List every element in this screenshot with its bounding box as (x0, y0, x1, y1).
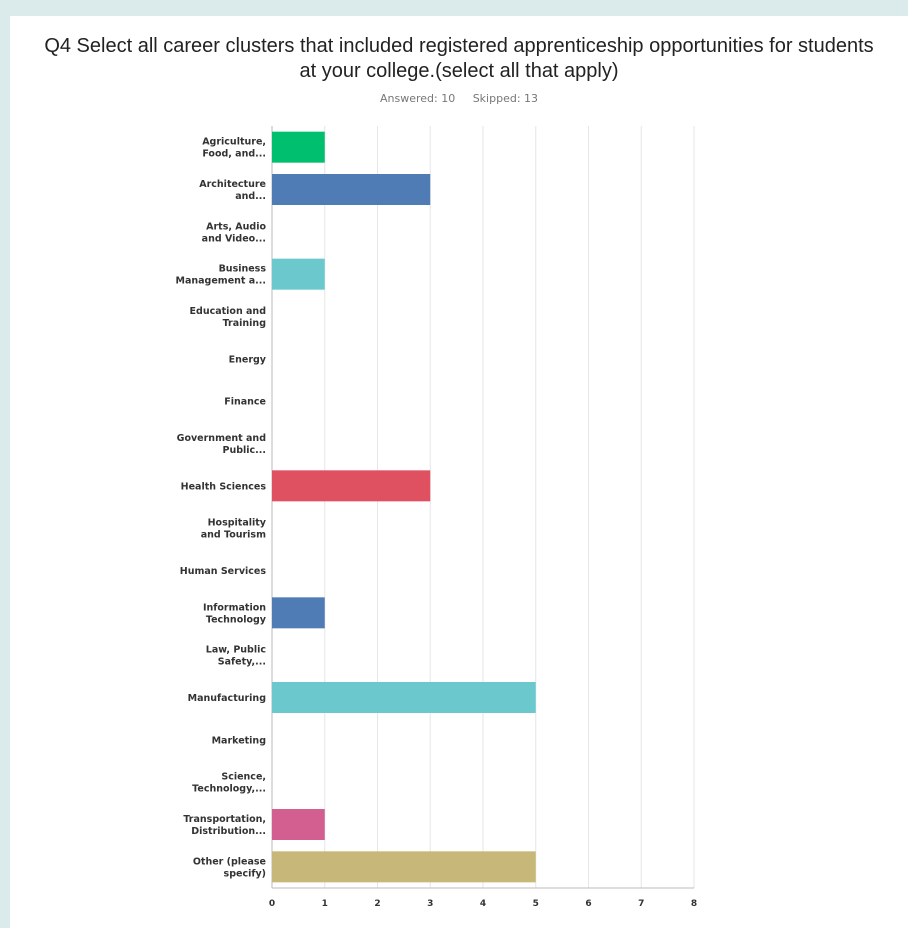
category-label-15-0: Science, (221, 772, 266, 783)
chart-card (10, 16, 908, 928)
category-label-17-0: Other (please (193, 856, 266, 867)
category-label-2-0: Arts, Audio (206, 221, 266, 232)
category-label-10-0: Human Services (180, 566, 267, 577)
category-label-16-1: Distribution... (191, 826, 266, 837)
category-label-3-0: Business (219, 264, 267, 275)
category-label-13-0: Manufacturing (188, 693, 266, 704)
x-tick-4: 4 (480, 899, 486, 909)
answered-count: Answered: 10 (379, 92, 456, 105)
category-label-11-0: Information (203, 602, 266, 613)
x-tick-3: 3 (427, 899, 433, 909)
x-tick-0: 0 (269, 899, 275, 909)
category-label-17-1: specify) (224, 868, 266, 879)
category-label-3-1: Management a... (176, 276, 266, 287)
bar-0[interactable] (272, 131, 325, 163)
x-tick-6: 6 (585, 899, 591, 909)
category-label-1-0: Architecture (199, 179, 266, 190)
category-label-9-0: Hospitality (208, 518, 267, 529)
title-line-1: Q4 Select all career clusters that inclu… (44, 35, 874, 57)
x-tick-1: 1 (322, 899, 328, 909)
x-tick-2: 2 (374, 899, 380, 909)
skipped-count: Skipped: 13 (472, 92, 539, 105)
x-tick-8: 8 (691, 899, 697, 909)
category-label-6-0: Finance (224, 397, 266, 408)
category-label-16-0: Transportation, (183, 814, 266, 825)
category-label-2-1: and Video... (202, 233, 266, 244)
x-tick-5: 5 (533, 899, 539, 909)
category-label-8-0: Health Sciences (181, 481, 267, 492)
category-label-4-0: Education and (190, 306, 266, 317)
bar-3[interactable] (272, 258, 325, 290)
question-title: Q4 Select all career clusters that inclu… (10, 16, 908, 84)
category-label-0-0: Agriculture, (202, 137, 266, 148)
bar-8[interactable] (272, 470, 431, 502)
category-label-7-1: Public... (223, 445, 267, 456)
bar-1[interactable] (272, 174, 431, 205)
bar-17[interactable] (272, 851, 536, 883)
category-label-7-0: Government and (177, 433, 266, 444)
category-label-4-1: Training (223, 318, 266, 329)
bar-13[interactable] (272, 682, 536, 713)
category-label-15-1: Technology,... (192, 784, 266, 795)
category-label-0-1: Food, and... (202, 149, 266, 160)
x-tick-7: 7 (638, 899, 644, 909)
bar-11[interactable] (272, 597, 325, 629)
bar-16[interactable] (272, 809, 325, 840)
category-label-11-1: Technology (206, 614, 267, 625)
category-label-1-1: and... (235, 191, 266, 202)
category-label-12-1: Safety,... (218, 657, 266, 668)
title-line-2: at your college.(select all that apply) (299, 60, 619, 82)
category-label-14-0: Marketing (212, 735, 266, 746)
response-stats: Answered: 10 Skipped: 13 (10, 92, 908, 105)
category-label-5-0: Energy (229, 354, 267, 365)
category-label-9-1: and Tourism (201, 530, 266, 541)
category-label-12-0: Law, Public (206, 645, 266, 656)
